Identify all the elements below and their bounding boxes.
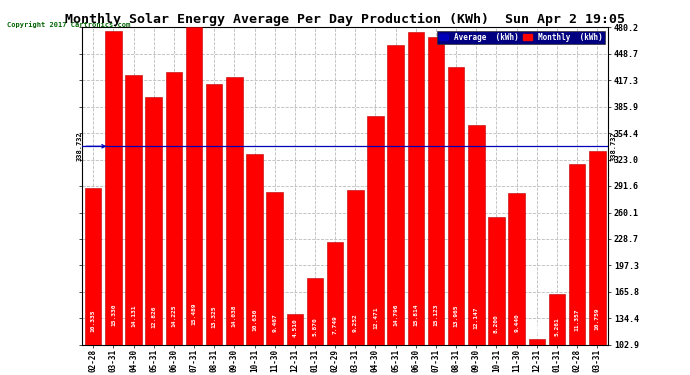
Bar (468, 124, 484, 375)
Bar (347, 190, 364, 375)
Text: 14.038: 14.038 (232, 305, 237, 327)
Bar (408, 32, 424, 375)
Text: 14.796: 14.796 (393, 304, 398, 326)
Title: Monthly Solar Energy Average Per Day Production (KWh)  Sun Apr 2 19:05: Monthly Solar Energy Average Per Day Pro… (66, 13, 625, 26)
Text: 15.489: 15.489 (192, 303, 197, 326)
Text: 13.965: 13.965 (453, 304, 459, 327)
Text: 14.131: 14.131 (131, 305, 136, 327)
Bar (126, 75, 142, 375)
Text: 4.510: 4.510 (293, 318, 297, 337)
Legend: Average  (kWh), Monthly  (kWh): Average (kWh), Monthly (kWh) (437, 31, 604, 44)
Text: 15.330: 15.330 (111, 303, 116, 326)
Text: 10.630: 10.630 (252, 308, 257, 330)
Bar (206, 84, 222, 375)
Text: 7.749: 7.749 (333, 315, 337, 334)
Bar (428, 37, 444, 375)
Bar (105, 32, 121, 375)
Bar (85, 188, 101, 375)
Text: 338.732: 338.732 (76, 131, 82, 161)
Text: 5.870: 5.870 (313, 317, 317, 336)
Text: 8.200: 8.200 (494, 314, 499, 333)
Bar (569, 164, 585, 375)
Text: 9.440: 9.440 (514, 314, 519, 332)
Text: 12.471: 12.471 (373, 306, 378, 329)
Bar (589, 151, 606, 375)
Text: 5.261: 5.261 (555, 317, 560, 336)
Bar (226, 77, 243, 375)
Bar (489, 217, 504, 375)
Bar (509, 193, 525, 375)
Bar (367, 117, 384, 375)
Text: 12.147: 12.147 (474, 307, 479, 329)
Text: 9.467: 9.467 (272, 314, 277, 332)
Text: 10.335: 10.335 (90, 309, 96, 332)
Bar (286, 314, 303, 375)
Bar (186, 27, 202, 375)
Text: 10.759: 10.759 (595, 308, 600, 330)
Text: 11.357: 11.357 (575, 309, 580, 331)
Text: 9.252: 9.252 (353, 313, 358, 332)
Text: 3.559: 3.559 (534, 319, 540, 338)
Bar (146, 97, 162, 375)
Text: 12.826: 12.826 (151, 306, 156, 328)
Bar (307, 278, 324, 375)
Bar (387, 45, 404, 375)
Text: 338.732: 338.732 (611, 131, 616, 161)
Bar (529, 339, 545, 375)
Bar (166, 72, 182, 375)
Bar (549, 294, 565, 375)
Bar (448, 67, 464, 375)
Text: 15.123: 15.123 (433, 303, 438, 326)
Bar (246, 154, 263, 375)
Text: 13.325: 13.325 (212, 305, 217, 328)
Bar (327, 242, 344, 375)
Bar (266, 192, 283, 375)
Text: 14.225: 14.225 (171, 305, 177, 327)
Text: Copyright 2017 Cartronics.com: Copyright 2017 Cartronics.com (7, 21, 130, 27)
Text: 15.814: 15.814 (413, 303, 418, 326)
